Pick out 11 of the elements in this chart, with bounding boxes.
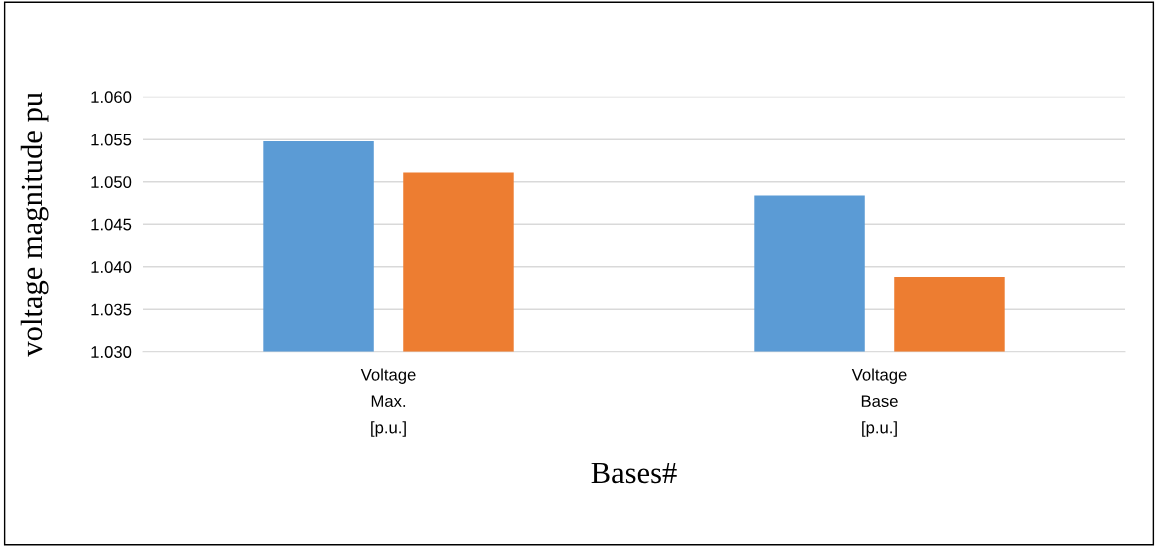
- y-tick-label: 1.035: [91, 303, 132, 316]
- x-tick-label: Voltage Max. [p.u.]: [360, 368, 416, 437]
- x-axis-title: Bases#: [591, 462, 677, 484]
- y-axis-title: voltage magnitude pu: [20, 92, 49, 357]
- y-tick-label: 1.055: [91, 133, 132, 146]
- x-tick-label: Voltage Base [p.u.]: [851, 368, 907, 437]
- y-tick-label: 1.045: [91, 218, 132, 231]
- y-tick-label: 1.030: [91, 346, 132, 358]
- y-tick-label: 1.050: [91, 176, 132, 188]
- y-tick-label: 1.040: [91, 261, 132, 273]
- y-tick-label: 1.060: [91, 91, 132, 104]
